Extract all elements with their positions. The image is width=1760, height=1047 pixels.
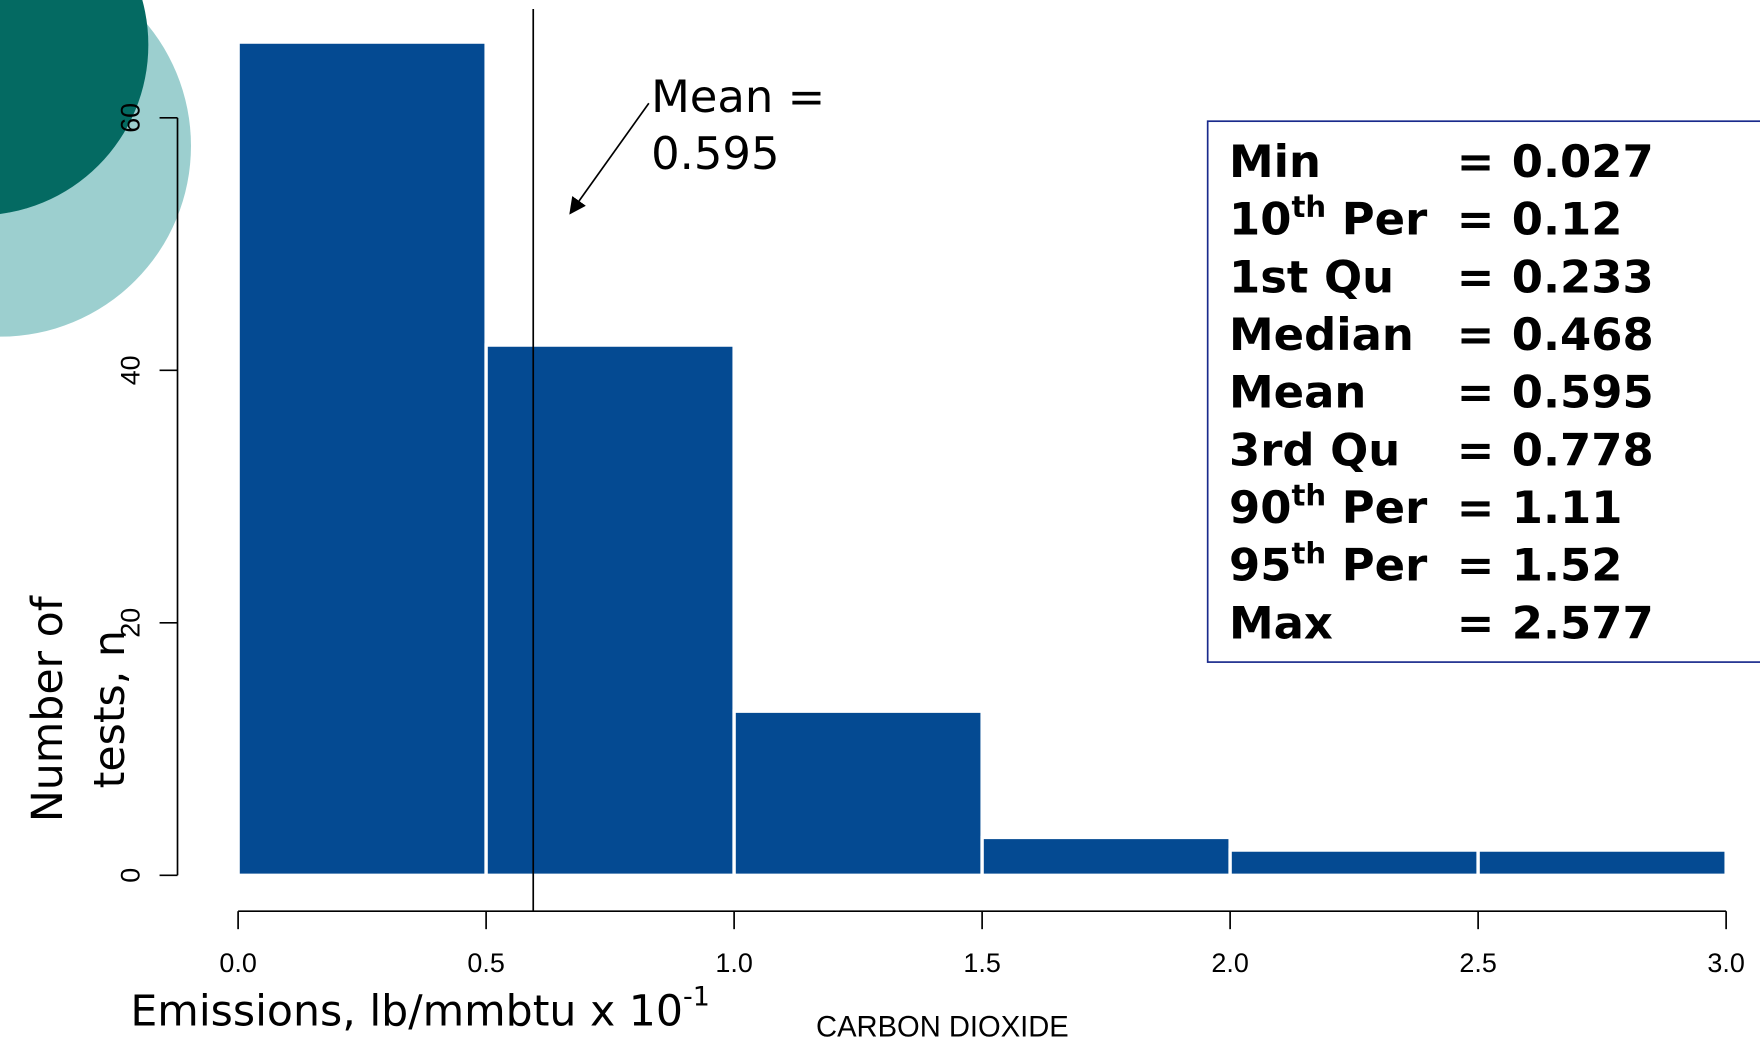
stat-label-sup: th	[1291, 479, 1326, 513]
x-axis-label: Emissions, lb/mmbtu x 10-1	[130, 981, 709, 1036]
annotation: Mean =	[651, 70, 825, 123]
x-tick-label: 0.5	[467, 948, 504, 978]
x-axis-exponent: -1	[683, 981, 710, 1012]
y-tick-label: 40	[116, 355, 146, 385]
x-tick-label: 1.5	[963, 948, 1000, 978]
x-tick-label: 3.0	[1707, 948, 1744, 978]
bar	[734, 711, 982, 875]
stat-separator: =	[1457, 423, 1495, 476]
y-axis-label: Number of	[23, 595, 73, 822]
stat-label: 10	[1229, 193, 1291, 246]
stat-label: 3rd Qu	[1229, 423, 1400, 476]
stat-label: Median	[1229, 308, 1414, 361]
stat-label: 1st Qu	[1229, 250, 1394, 303]
stat-label: Min	[1229, 135, 1321, 188]
stat-separator: =	[1457, 250, 1495, 303]
stat-value: 0.595	[1512, 366, 1654, 419]
stat-label: Per	[1326, 539, 1427, 592]
stat-label-sup: th	[1291, 190, 1326, 224]
bar	[982, 837, 1230, 875]
stat-separator: =	[1457, 481, 1495, 534]
chart: 02040600.00.51.01.52.02.53.0 Mean = 0.59…	[0, 0, 1760, 1047]
y-tick-label: 60	[116, 103, 146, 133]
stat-separator: =	[1457, 308, 1495, 361]
stat-label: Min	[1229, 135, 1321, 188]
pollutant-label: CARBON DIOXIDE	[816, 1012, 1069, 1044]
stat-label: Mean	[1229, 366, 1366, 419]
x-tick-label: 1.0	[715, 948, 752, 978]
stat-label: Max	[1229, 596, 1333, 649]
annotation: 0.595	[651, 127, 779, 180]
stat-separator: =	[1457, 596, 1495, 649]
stat-value: 1.11	[1512, 481, 1623, 534]
stat-separator: =	[1457, 135, 1495, 188]
x-tick-label: 0.0	[219, 948, 256, 978]
stat-label: Per	[1326, 193, 1427, 246]
stat-label: 95	[1229, 539, 1291, 592]
x-tick-label: 2.0	[1211, 948, 1248, 978]
bar	[1478, 850, 1726, 875]
y-tick-label: 0	[116, 868, 146, 883]
stat-separator: =	[1457, 539, 1495, 592]
stat-label: Mean	[1229, 366, 1366, 419]
stat-value: 2.577	[1512, 596, 1654, 649]
stat-value: 0.027	[1512, 135, 1654, 188]
bar	[1230, 850, 1478, 875]
stat-label: 1st Qu	[1229, 250, 1394, 303]
stat-value: 1.52	[1512, 539, 1623, 592]
y-axis-label: tests, n	[85, 630, 135, 788]
stat-separator: =	[1457, 366, 1495, 419]
stat-label: 90th Per	[1229, 479, 1427, 534]
x-tick-label: 2.5	[1459, 948, 1496, 978]
stat-value: 0.778	[1512, 423, 1654, 476]
stat-label: Max	[1229, 596, 1333, 649]
x-axis-label: Emissions, lb/mmbtu x 10	[130, 986, 683, 1036]
stat-value: 0.468	[1512, 308, 1654, 361]
bar	[238, 42, 486, 875]
stat-label-sup: th	[1291, 536, 1326, 570]
stat-label: 10th Per	[1229, 190, 1427, 245]
stat-value: 0.12	[1512, 193, 1623, 246]
stat-label: 95th Per	[1229, 536, 1427, 591]
annotation-arrow	[570, 103, 649, 213]
stat-label: Per	[1326, 481, 1427, 534]
stat-label: Median	[1229, 308, 1414, 361]
stat-separator: =	[1457, 193, 1495, 246]
stat-label: 3rd Qu	[1229, 423, 1400, 476]
stat-value: 0.233	[1512, 250, 1654, 303]
stat-label: 90	[1229, 481, 1291, 534]
bar	[486, 345, 734, 875]
page: {"chart_data": {"type": "histogram", "bi…	[0, 0, 1760, 1047]
